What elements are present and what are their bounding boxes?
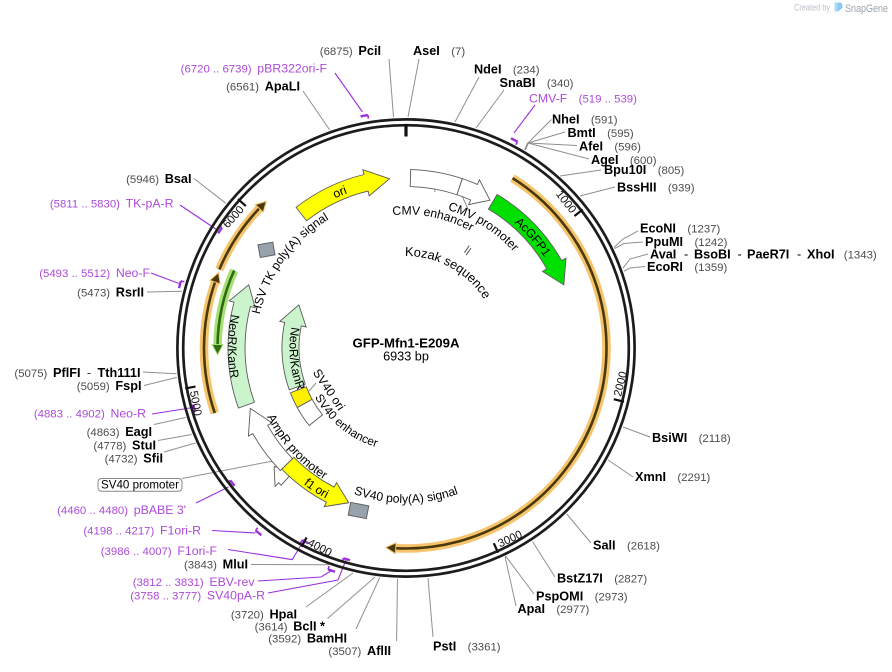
svg-text:GFP-Mfn1-E209A: GFP-Mfn1-E209A [353,336,460,351]
svg-text:NdeI (234): NdeI (234) [474,63,540,77]
svg-text:ApaI (2977): ApaI (2977) [518,602,590,616]
svg-text:(4460 .. 4480) pBABE 3': (4460 .. 4480) pBABE 3' [57,503,186,517]
svg-text:ori: ori [331,183,349,201]
svg-text:AfeI (596): AfeI (596) [579,140,641,154]
svg-text:SV40 promoter: SV40 promoter [101,479,179,492]
svg-text:(6875) PciI: (6875) PciI [320,44,381,58]
svg-text:EcoRI (1359): EcoRI (1359) [647,260,727,274]
svg-text:(3592) BamHI: (3592) BamHI [268,632,347,646]
svg-text:XmnI (2291): XmnI (2291) [635,470,711,484]
svg-text:BmtI (595): BmtI (595) [568,126,634,140]
svg-text:(4198 .. 4217) F1ori-R: (4198 .. 4217) F1ori-R [83,524,201,538]
svg-text:AvaI-BsoBI-PaeR7I-XhoI(1343): AvaI - BsoBI - PaeR7I - XhoI (1343) [650,248,877,262]
svg-text:(3758 .. 3777) SV40pA-R: (3758 .. 3777) SV40pA-R [130,589,265,603]
svg-text:(3614) BclI *: (3614) BclI * [255,620,325,634]
svg-text:(4778) StuI: (4778) StuI [93,439,156,453]
svg-text:(5059) FspI: (5059) FspI [77,379,142,393]
svg-text:EcoNI (1237): EcoNI (1237) [640,222,720,236]
svg-text:AseI (7): AseI (7) [413,44,465,58]
svg-text:SalI (2618): SalI (2618) [593,538,660,552]
svg-text:(5473) RsrII: (5473) RsrII [77,286,144,300]
svg-text:(3843) MluI: (3843) MluI [184,558,248,572]
svg-text:(3986 .. 4007) F1ori-F: (3986 .. 4007) F1ori-F [101,544,218,558]
svg-text:NeoR/KanR: NeoR/KanR [225,314,242,380]
svg-text:(5075) PflFI - Tth111I: (5075) PflFI - Tth111I [14,366,140,380]
svg-text:SnapGene: SnapGene [845,3,888,15]
svg-text:NheI (591): NheI (591) [552,113,618,127]
svg-text:(3507) AflII: (3507) AflII [328,644,391,658]
svg-text:BsiWI (2118): BsiWI (2118) [652,431,731,445]
svg-text:AgeI (600): AgeI (600) [591,153,657,167]
svg-text:6933 bp: 6933 bp [383,350,429,364]
svg-text:(3720) HpaI: (3720) HpaI [231,608,297,622]
svg-text:PspOMI (2973): PspOMI (2973) [536,590,628,604]
svg-text:Created by: Created by [794,3,830,13]
svg-text:PpuMI (1242): PpuMI (1242) [645,235,728,249]
svg-text:BssHII (939): BssHII (939) [617,181,695,195]
svg-text:BstZ17I (2827): BstZ17I (2827) [557,572,647,586]
svg-text:(4863) EagI: (4863) EagI [87,425,152,439]
svg-text:(5811 .. 5830) TK-pA-R: (5811 .. 5830) TK-pA-R [50,197,174,211]
svg-text:SnaBI (340): SnaBI (340) [500,76,574,90]
svg-text:(3812 .. 3831) EBV-rev: (3812 .. 3831) EBV-rev [133,575,256,589]
svg-text:(4883 .. 4902) Neo-R: (4883 .. 4902) Neo-R [34,407,146,421]
svg-text:Bpu10I (805): Bpu10I (805) [604,163,685,177]
svg-text:2000: 2000 [612,370,630,397]
svg-text:5000: 5000 [187,390,203,417]
svg-text:(6720 .. 6739) pBR322ori-F: (6720 .. 6739) pBR322ori-F [181,62,328,76]
svg-text:PstI (3361): PstI (3361) [433,640,501,654]
svg-text:(4732) SfiI: (4732) SfiI [105,452,163,466]
svg-text:CMV-F (519 .. 539): CMV-F (519 .. 539) [529,92,637,106]
svg-text:(6561) ApaLI: (6561) ApaLI [226,79,300,93]
svg-text:(5946) BsaI: (5946) BsaI [126,172,191,186]
svg-text:(5493 .. 5512) Neo-F: (5493 .. 5512) Neo-F [39,266,150,280]
